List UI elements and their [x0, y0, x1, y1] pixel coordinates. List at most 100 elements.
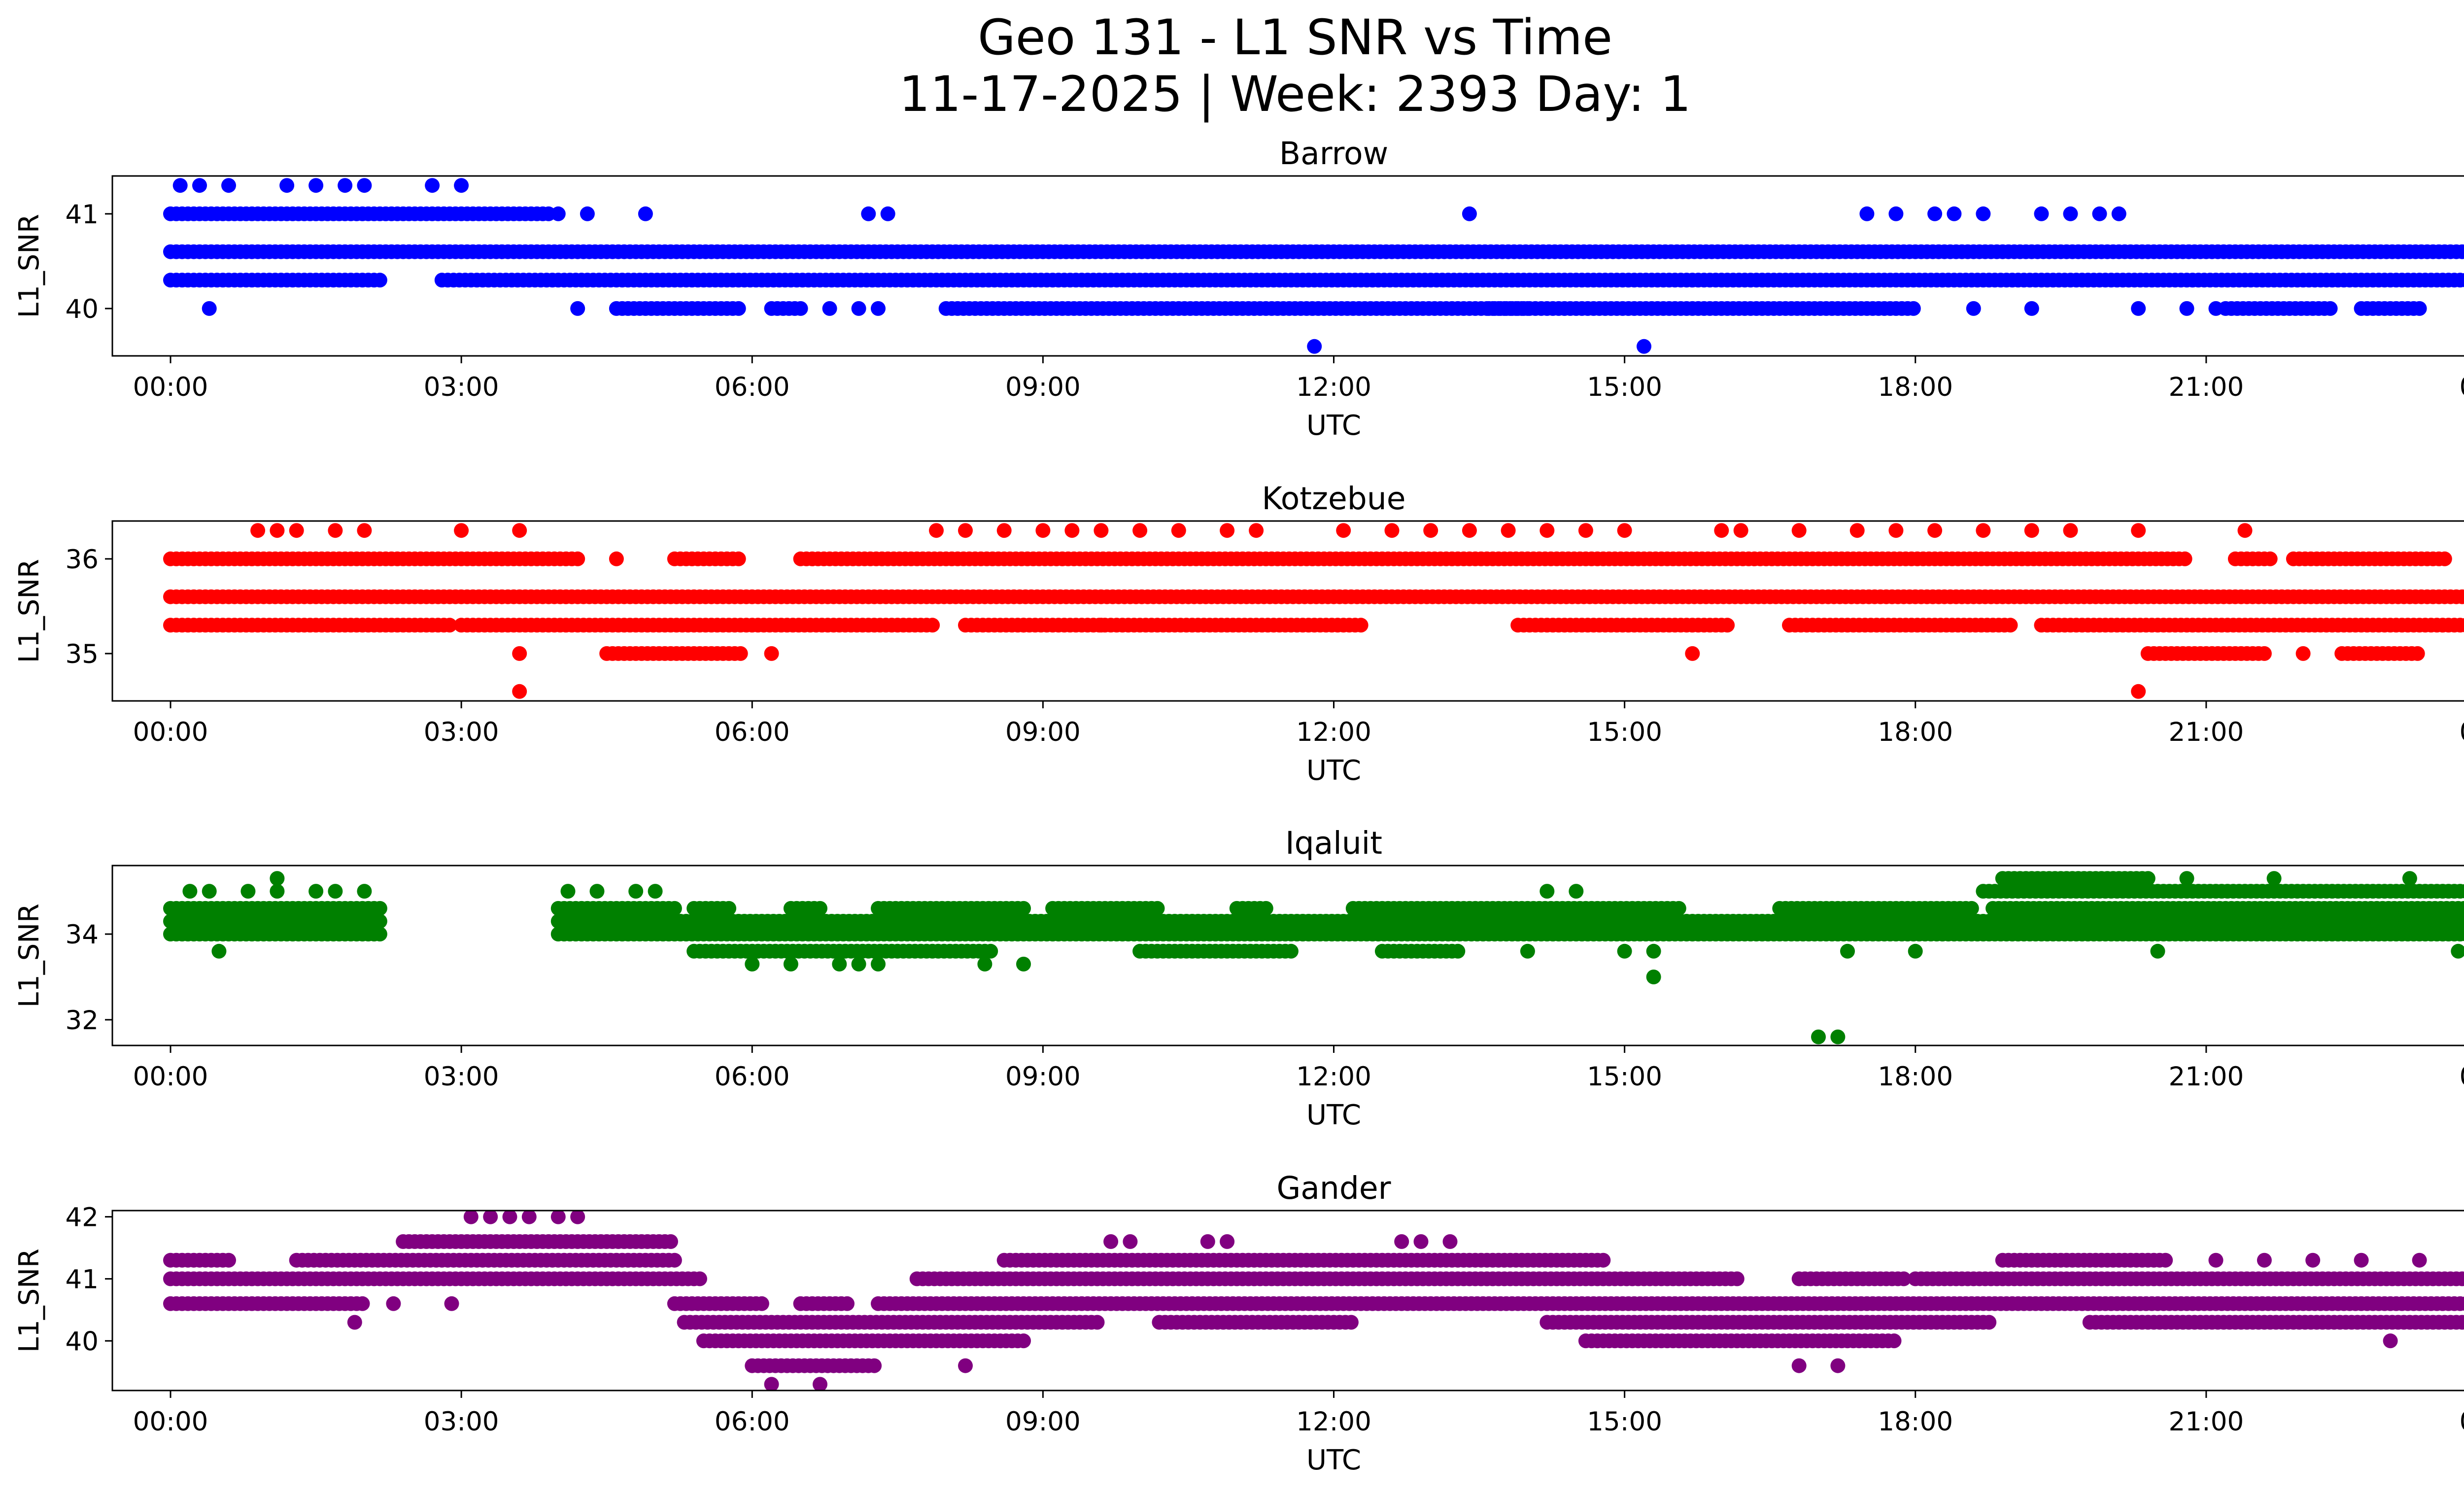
y-axis-label: L1_SNR: [13, 559, 45, 663]
data-point: [2257, 646, 2272, 661]
data-point: [442, 618, 457, 633]
data-point: [822, 301, 837, 316]
figure-title-line-2: 11-17-2025 | Week: 2393 Day: 1: [899, 66, 1691, 123]
data-point: [512, 523, 527, 538]
data-point: [355, 1296, 370, 1311]
data-point: [983, 943, 998, 959]
data-point: [2111, 206, 2126, 221]
data-point: [1520, 943, 1535, 959]
data-point: [1090, 1315, 1105, 1330]
data-point: [2402, 871, 2417, 886]
subplot-title: Gander: [1276, 1170, 1391, 1206]
data-point: [1016, 618, 1031, 633]
data-point: [2461, 1316, 2464, 1329]
data-point: [1353, 618, 1369, 633]
data-point: [2237, 523, 2253, 538]
data-point: [2150, 943, 2165, 959]
data-point: [1947, 206, 1962, 221]
data-point: [731, 301, 746, 316]
data-point: [1840, 943, 1855, 959]
data-point: [560, 884, 576, 899]
data-points: [163, 523, 2464, 699]
data-point: [840, 1296, 855, 1311]
x-tick-label: 18:00: [1878, 372, 1953, 402]
data-point: [550, 206, 566, 221]
data-point: [1849, 523, 1865, 538]
data-point: [570, 301, 585, 316]
data-point: [2177, 551, 2192, 566]
data-point: [1064, 523, 1080, 538]
data-point: [1966, 301, 1981, 316]
data-point: [721, 901, 737, 916]
data-point: [1249, 523, 1264, 538]
data-point: [1646, 943, 1661, 959]
data-point: [692, 1271, 707, 1286]
x-tick-label: 06:00: [715, 717, 790, 747]
data-point: [172, 178, 188, 193]
x-tick-label: 12:00: [1296, 372, 1371, 402]
data-point: [745, 956, 760, 972]
data-point: [1646, 970, 1661, 984]
data-point: [279, 178, 295, 193]
data-point: [628, 884, 644, 899]
data-point: [977, 956, 992, 972]
y-tick-label: 40: [66, 294, 99, 324]
data-point: [880, 206, 895, 221]
data-point: [2461, 591, 2464, 603]
subplot-title: Kotzebue: [1262, 481, 1406, 517]
data-point: [1671, 901, 1686, 916]
data-point: [2295, 646, 2311, 661]
data-point: [1094, 523, 1109, 538]
x-axis-label: UTC: [1306, 410, 1361, 442]
data-point: [1791, 523, 1807, 538]
data-point: [1423, 523, 1438, 538]
data-point: [2024, 301, 2039, 316]
x-tick-label: 03:00: [424, 717, 499, 747]
data-point: [1016, 956, 1031, 972]
data-point: [2158, 1252, 2173, 1268]
x-tick-label: 00:00: [2460, 372, 2464, 402]
data-point: [328, 884, 343, 899]
data-point: [2140, 871, 2156, 886]
data-point: [2462, 904, 2464, 913]
data-point: [1384, 523, 1400, 538]
data-point: [2459, 273, 2464, 287]
data-point: [202, 301, 217, 316]
data-point: [328, 523, 343, 538]
x-tick-label: 12:00: [1296, 1062, 1371, 1092]
data-point: [2459, 927, 2464, 941]
data-point: [667, 1252, 682, 1268]
data-point: [1617, 523, 1632, 538]
data-point: [1258, 901, 1273, 916]
data-point: [2063, 206, 2078, 221]
x-tick-label: 21:00: [2168, 1062, 2244, 1092]
data-point: [2459, 884, 2464, 899]
data-points: [163, 178, 2464, 354]
x-tick-label: 00:00: [133, 717, 208, 747]
data-point: [1714, 523, 1729, 538]
data-point: [1462, 206, 1477, 221]
data-point: [851, 301, 866, 316]
data-point: [851, 956, 866, 972]
data-point: [2410, 646, 2425, 661]
data-point: [861, 206, 876, 221]
data-point: [2034, 206, 2049, 221]
data-point: [1540, 523, 1555, 538]
data-point: [1016, 901, 1031, 916]
data-point: [1171, 523, 1186, 538]
data-point: [2208, 301, 2224, 316]
data-point: [2323, 301, 2338, 316]
data-point: [2412, 301, 2427, 316]
data-point: [1896, 1271, 1912, 1286]
data-point: [372, 273, 387, 288]
data-point: [1578, 523, 1593, 538]
data-point: [1976, 523, 1991, 538]
data-point: [1830, 1029, 1846, 1044]
subplot-title: Barrow: [1279, 136, 1388, 172]
data-point: [754, 1296, 769, 1311]
x-tick-label: 21:00: [2168, 372, 2244, 402]
x-tick-label: 15:00: [1587, 1062, 1662, 1092]
data-point: [733, 646, 748, 661]
